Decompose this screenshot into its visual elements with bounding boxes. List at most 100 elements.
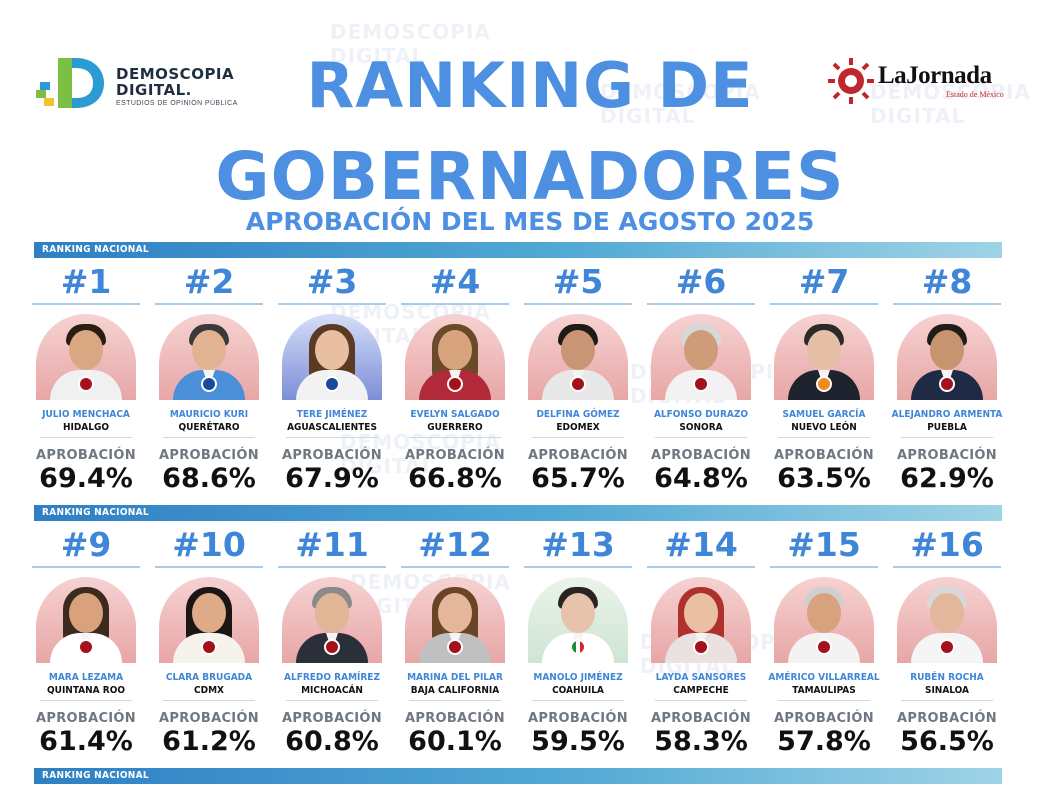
rank-divider	[278, 303, 386, 305]
governor-photo	[528, 314, 628, 400]
rank-divider	[770, 303, 878, 305]
morena-badge-icon	[78, 376, 94, 392]
rank-number: #15	[787, 525, 861, 564]
card-divider	[778, 437, 870, 438]
rank-number: #14	[664, 525, 738, 564]
head-shape	[438, 330, 472, 370]
ranking-bar-label: RANKING NACIONAL	[42, 770, 149, 781]
governors-row-2: #9 MARA LEZAMA QUINTANA ROO APROBACIÓN 6…	[28, 525, 1008, 775]
governor-state: BAJA CALIFORNIA	[410, 685, 500, 696]
head-shape	[684, 593, 718, 633]
card-divider	[286, 700, 378, 701]
rank-number: #6	[675, 262, 727, 301]
morena-badge-icon	[447, 376, 463, 392]
approval-value: 64.8%	[654, 463, 748, 494]
morena-badge-icon	[201, 639, 217, 655]
card-divider	[409, 437, 501, 438]
rank-number: #12	[418, 525, 492, 564]
rank-number: #8	[921, 262, 973, 301]
governor-photo	[405, 314, 505, 400]
rank-number: #10	[172, 525, 246, 564]
governors-row-1: #1 JULIO MENCHACA HIDALGO APROBACIÓN 69.…	[28, 262, 1008, 512]
card-divider	[286, 437, 378, 438]
head-shape	[315, 330, 349, 370]
approval-label: APROBACIÓN	[897, 711, 997, 726]
governor-state: CDMX	[194, 685, 224, 696]
head-shape	[69, 593, 103, 633]
ranking-bar: RANKING NACIONAL	[34, 768, 1002, 784]
approval-value: 69.4%	[39, 463, 133, 494]
approval-label: APROBACIÓN	[897, 448, 997, 463]
governor-card-13: #13 MANOLO JIMÉNEZ COAHUILA APROBACIÓN 5…	[520, 525, 636, 760]
governor-photo	[282, 577, 382, 663]
head-shape	[192, 330, 226, 370]
page-title-line2: GOBERNADORES	[215, 138, 845, 215]
governor-photo	[36, 314, 136, 400]
governor-card-4: #4 EVELYN SALGADO GUERRERO APROBACIÓN 66…	[397, 262, 513, 497]
rank-divider	[893, 566, 1001, 568]
rank-number: #5	[552, 262, 604, 301]
governor-photo	[651, 577, 751, 663]
rank-divider	[155, 566, 263, 568]
approval-label: APROBACIÓN	[159, 448, 259, 463]
approval-value: 60.1%	[408, 726, 502, 757]
approval-label: APROBACIÓN	[159, 711, 259, 726]
press-tagline: Estado de México	[946, 90, 1004, 99]
card-divider	[901, 700, 993, 701]
head-shape	[192, 593, 226, 633]
governor-state: NUEVO LEÓN	[791, 422, 857, 433]
governor-state: TAMAULIPAS	[792, 685, 856, 696]
governor-name: JULIO MENCHACA	[42, 409, 130, 420]
governor-state: SINALOA	[924, 685, 970, 696]
approval-value: 62.9%	[900, 463, 994, 494]
page-title-line1: RANKING DE	[306, 49, 754, 122]
sun-emblem-icon	[828, 58, 874, 104]
governor-card-6: #6 ALFONSO DURAZO SONORA APROBACIÓN 64.8…	[643, 262, 759, 497]
card-divider	[40, 437, 132, 438]
brand-name: DEMOSCOPIA	[116, 65, 235, 83]
morena-badge-icon	[939, 639, 955, 655]
rank-divider	[647, 566, 755, 568]
card-divider	[901, 437, 993, 438]
approval-value: 59.5%	[531, 726, 625, 757]
approval-value: 60.8%	[285, 726, 379, 757]
approval-label: APROBACIÓN	[528, 711, 628, 726]
governor-photo	[528, 577, 628, 663]
approval-value: 65.7%	[531, 463, 625, 494]
morena-badge-icon	[570, 376, 586, 392]
governor-photo	[282, 314, 382, 400]
approval-label: APROBACIÓN	[774, 711, 874, 726]
governor-card-15: #15 AMÉRICO VILLARREAL TAMAULIPAS APROBA…	[766, 525, 882, 760]
card-divider	[163, 437, 255, 438]
governor-state: MICHOACÁN	[301, 685, 363, 696]
governor-name: MARA LEZAMA	[48, 672, 124, 683]
morena-badge-icon	[78, 639, 94, 655]
governor-state: HIDALGO	[62, 422, 110, 433]
approval-label: APROBACIÓN	[282, 711, 382, 726]
rank-number: #3	[306, 262, 358, 301]
approval-value: 57.8%	[777, 726, 871, 757]
morena-badge-icon	[693, 639, 709, 655]
governor-name: MARINA DEL PILAR	[407, 672, 503, 683]
governor-photo	[405, 577, 505, 663]
governor-card-3: #3 TERE JIMÉNEZ AGUASCALIENTES APROBACIÓ…	[274, 262, 390, 497]
card-divider	[532, 700, 624, 701]
rank-number: #4	[429, 262, 481, 301]
governor-card-16: #16 RUBÉN ROCHA SINALOA APROBACIÓN 56.5%	[889, 525, 1005, 760]
governor-card-7: #7 SAMUEL GARCÍA NUEVO LEÓN APROBACIÓN 6…	[766, 262, 882, 497]
rank-divider	[401, 566, 509, 568]
approval-label: APROBACIÓN	[651, 448, 751, 463]
page-subtitle: APROBACIÓN DEL MES DE AGOSTO 2025	[245, 207, 815, 236]
governor-name: ALFREDO RAMÍREZ	[284, 672, 380, 683]
rank-divider	[647, 303, 755, 305]
governor-name: EVELYN SALGADO	[410, 409, 500, 420]
approval-value: 61.2%	[162, 726, 256, 757]
governor-name: MANOLO JIMÉNEZ	[533, 672, 623, 683]
governor-state: PUEBLA	[927, 422, 967, 433]
governor-name: ALFONSO DURAZO	[653, 409, 749, 420]
governor-card-2: #2 MAURICIO KURI QUERÉTARO APROBACIÓN 68…	[151, 262, 267, 497]
governor-name: LAYDA SANSORES	[655, 672, 747, 683]
governor-state: CAMPECHE	[673, 685, 729, 696]
pan-badge-icon	[324, 376, 340, 392]
approval-value: 61.4%	[39, 726, 133, 757]
